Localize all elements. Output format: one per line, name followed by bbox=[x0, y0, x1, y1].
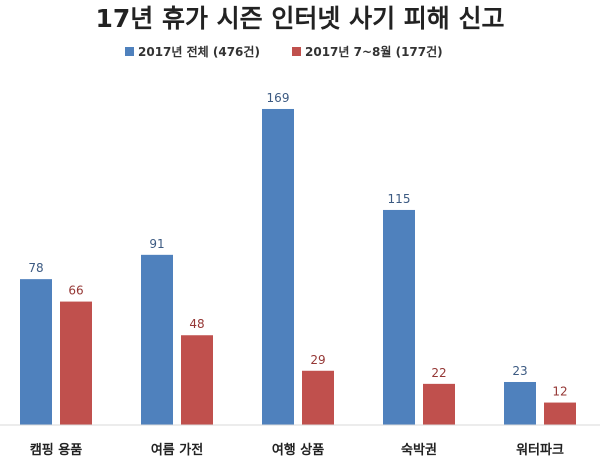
chart-title: 17년 휴가 시즌 인터넷 사기 피해 신고 bbox=[95, 4, 504, 33]
category-labels: 캠핑 용품 여름 가전 여행 상품 숙박권 워터파크 bbox=[30, 442, 564, 458]
bar-series-1-2 bbox=[262, 108, 294, 425]
bar-series-1-1 bbox=[141, 254, 173, 425]
category-label-2: 여행 상품 bbox=[272, 442, 324, 458]
bar-series-1-4 bbox=[504, 381, 536, 425]
legend: 2017년 전체 (476건) 2017년 7~8월 (177건) bbox=[125, 44, 443, 59]
data-label-series-1-3: 115 bbox=[388, 192, 411, 206]
category-label-4: 워터파크 bbox=[516, 442, 564, 458]
data-label-series-1-4: 23 bbox=[512, 364, 527, 378]
bar-series-2-2 bbox=[302, 370, 334, 425]
legend-swatch-series-2 bbox=[292, 47, 301, 56]
category-label-0: 캠핑 용품 bbox=[30, 442, 82, 458]
data-label-series-2-1: 48 bbox=[189, 317, 204, 331]
legend-swatch-series-1 bbox=[125, 47, 134, 56]
legend-label-series-2: 2017년 7~8월 (177건) bbox=[305, 44, 443, 59]
data-label-series-2-4: 12 bbox=[552, 385, 567, 399]
data-label-series-1-1: 91 bbox=[149, 237, 164, 251]
data-label-series-2-3: 22 bbox=[431, 366, 446, 380]
legend-label-series-1: 2017년 전체 (476건) bbox=[138, 44, 260, 59]
plot-area: 78 66 91 48 169 29 115 22 23 12 bbox=[20, 91, 576, 425]
bar-series-2-4 bbox=[544, 402, 576, 425]
data-label-series-1-2: 169 bbox=[267, 91, 290, 105]
data-label-series-1-0: 78 bbox=[28, 261, 43, 275]
bar-series-1-3 bbox=[383, 209, 415, 425]
bar-series-2-0 bbox=[60, 301, 92, 425]
data-label-series-2-2: 29 bbox=[310, 353, 325, 367]
bar-series-1-0 bbox=[20, 279, 52, 425]
bar-series-2-1 bbox=[181, 335, 213, 425]
category-label-3: 숙박권 bbox=[401, 442, 437, 458]
data-label-series-2-0: 66 bbox=[68, 284, 83, 298]
bar-series-2-3 bbox=[423, 383, 455, 425]
category-label-1: 여름 가전 bbox=[151, 442, 203, 458]
